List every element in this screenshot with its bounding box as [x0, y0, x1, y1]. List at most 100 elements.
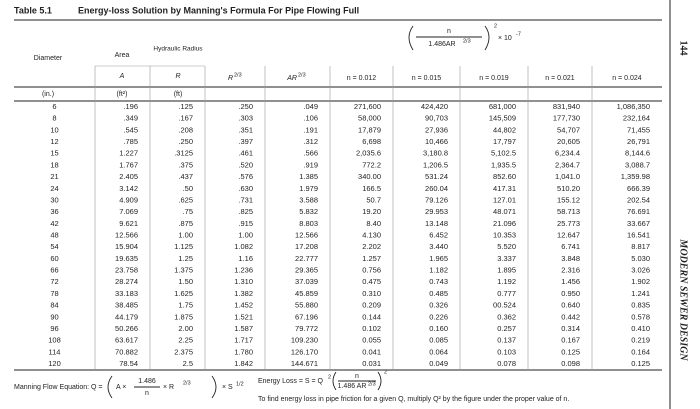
cell: .437: [178, 172, 193, 181]
paren: [107, 375, 113, 399]
cell: 18: [50, 160, 58, 169]
n-header: n = 0.019: [479, 75, 508, 82]
cell: 8.817: [631, 242, 650, 251]
cell: 120: [48, 359, 61, 368]
cell: 58,000: [358, 114, 381, 123]
column-symbol: R: [175, 73, 180, 80]
manning-numerator: 1.486: [138, 378, 156, 385]
cell: 29.953: [425, 207, 448, 216]
cell: 1.587: [234, 324, 253, 333]
cell: 3.142: [119, 184, 138, 193]
cell: 15.904: [115, 242, 138, 251]
cell: .545: [123, 125, 138, 134]
formula-numerator: n: [447, 28, 451, 35]
cell: 48.071: [493, 207, 516, 216]
cell: 78.54: [119, 359, 138, 368]
n-headers: n = 0.012 n = 0.015 n = 0.019 n = 0.021 n = …: [347, 75, 642, 82]
paren: [332, 371, 337, 391]
cell: 1.241: [631, 289, 650, 298]
cell: 76.691: [627, 207, 650, 216]
cell: 90,703: [425, 114, 448, 123]
cell: .915: [238, 219, 253, 228]
paren: [484, 25, 490, 51]
cell: 50.7: [366, 195, 381, 204]
cell: 271,600: [354, 102, 381, 111]
cell: 260.04: [425, 184, 448, 193]
cell: 0.031: [362, 359, 381, 368]
cell: 17.208: [295, 242, 318, 251]
cell: 15: [50, 149, 58, 158]
cell: .566: [303, 149, 318, 158]
cell: 4.130: [362, 230, 381, 239]
cell: 10.353: [493, 230, 516, 239]
cell: 25.773: [557, 219, 580, 228]
cell: .825: [238, 207, 253, 216]
cell: .196: [123, 102, 138, 111]
cell: 3.848: [561, 254, 580, 263]
cell: 681,000: [489, 102, 516, 111]
cell: 1.50: [178, 277, 193, 286]
cell: 1.257: [362, 254, 381, 263]
cell: 772.2: [362, 160, 381, 169]
cell: 0.777: [497, 289, 516, 298]
manning-exponent: 1/2: [236, 381, 244, 387]
cell: 1.385: [299, 172, 318, 181]
cell: 202.54: [627, 195, 650, 204]
paren: [377, 371, 382, 391]
cell: 1,935.5: [491, 160, 516, 169]
column-rules: [94, 66, 593, 370]
cell: 12: [50, 137, 58, 146]
cell: 155.12: [557, 195, 580, 204]
energy-numerator: n: [355, 373, 359, 380]
cell: 145,509: [489, 114, 516, 123]
cell: 3.588: [299, 195, 318, 204]
cell: 531.24: [425, 172, 448, 181]
cell: 1.00: [238, 230, 253, 239]
cell: 1.456: [561, 277, 580, 286]
cell: 29.365: [295, 266, 318, 275]
cell: 852.60: [493, 172, 516, 181]
cell: 126.170: [291, 347, 318, 356]
cell: 12.566: [295, 230, 318, 239]
cell: 13.148: [425, 219, 448, 228]
cell: 16.541: [627, 230, 650, 239]
cell: 12.647: [557, 230, 580, 239]
energy-exponent: 2: [384, 369, 387, 375]
cell: 6,698: [362, 137, 381, 146]
column-symbol: A: [119, 73, 125, 80]
cell: 0.226: [429, 312, 448, 321]
cell: 42: [50, 219, 58, 228]
cell: 54: [50, 242, 58, 251]
cell: 0.257: [497, 324, 516, 333]
manning-term: × R: [163, 384, 174, 391]
cell: 36: [50, 207, 58, 216]
energy-denominator: 1.486 AR: [338, 383, 367, 390]
cell: .303: [238, 114, 253, 123]
cell: 45.859: [295, 289, 318, 298]
cell: 2.25: [178, 336, 193, 345]
cell: 1.375: [174, 266, 193, 275]
cell: 2,364.7: [555, 160, 580, 169]
running-head: MODERN SEWER DESIGN: [678, 238, 689, 361]
cell: 831,940: [553, 102, 580, 111]
column-symbol: R: [228, 75, 233, 82]
cell: 21: [50, 172, 58, 181]
cell: 10,466: [425, 137, 448, 146]
cell: 58.713: [557, 207, 580, 216]
cell: 1.00: [178, 230, 193, 239]
cell: 7.069: [119, 207, 138, 216]
cell: 0.102: [362, 324, 381, 333]
cell: 5,102.5: [491, 149, 516, 158]
n-header: n = 0.015: [412, 75, 441, 82]
cell: 0.085: [429, 336, 448, 345]
cell: 21.096: [493, 219, 516, 228]
cell: 6.741: [561, 242, 580, 251]
paren: [211, 375, 217, 399]
cell: .625: [178, 195, 193, 204]
cell: 109.230: [291, 336, 318, 345]
cell: 37.039: [295, 277, 318, 286]
column-header: Hydraulic Radius: [153, 46, 203, 53]
cell: 340.00: [358, 172, 381, 181]
cell: 0.167: [561, 336, 580, 345]
cell: .785: [123, 137, 138, 146]
